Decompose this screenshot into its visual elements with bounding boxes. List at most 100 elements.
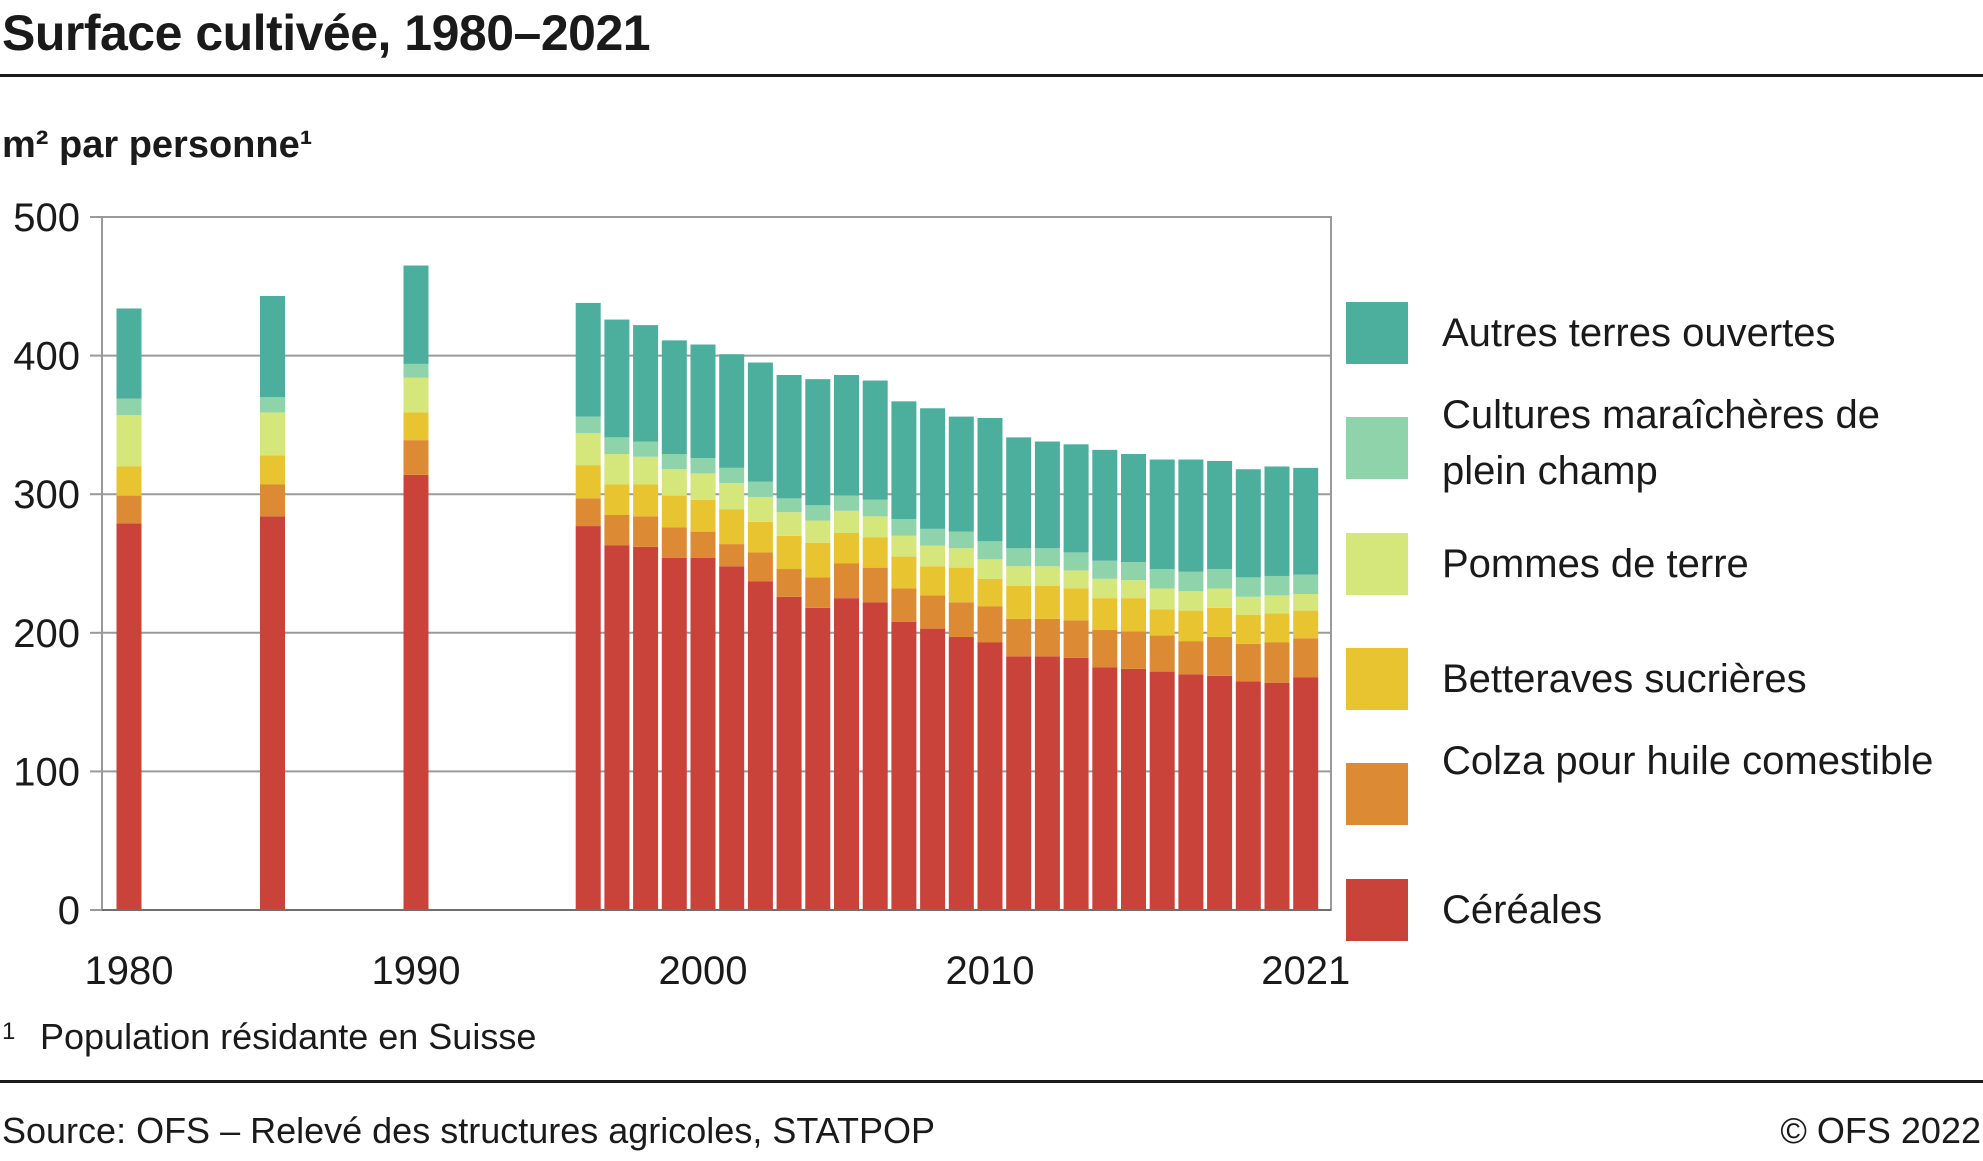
bar-segment-pommes-2015 [1121,580,1146,599]
bar-segment-cereales-1980 [116,523,142,910]
bar-segment-autres-1985 [260,296,285,398]
title-rule [0,74,1983,77]
legend-swatch-pommes [1346,533,1408,595]
legend-swatch-cereales [1346,879,1408,941]
bar-segment-betteraves-1998 [633,484,659,517]
legend-label-colza: Colza pour huile comestible [1442,739,1934,783]
bar-segment-cereales-1998 [633,546,659,910]
bar-segment-betteraves-2021 [1293,610,1319,639]
bar-segment-maraicheres-2019 [1235,577,1261,597]
bar-segment-pommes-2000 [690,473,716,500]
bar-segment-pommes-2017 [1178,591,1204,611]
bar-segment-maraicheres-1998 [633,441,659,457]
bar-segment-betteraves-2009 [948,567,974,603]
stacked-bar-chart: 0 100 200 300 400 500 1980 1990 2000 2010 2021 [13,196,1350,993]
bar-segment-pommes-1997 [604,454,630,485]
bar-segment-betteraves-2017 [1178,610,1204,642]
y-tick-label: 200 [13,612,80,656]
bar-segment-maraicheres-2017 [1178,571,1204,592]
legend-swatch-colza [1346,763,1408,825]
bar-segment-pommes-2003 [776,512,802,536]
footnote: 1 Population résidante en Suisse [2,1016,536,1058]
y-tick-label: 400 [13,335,80,379]
bar-segment-colza-1985 [260,484,285,517]
bar-segment-cereales-2005 [834,598,859,910]
bar-segment-pommes-2002 [747,496,773,522]
bar-segment-autres-1996 [575,302,601,417]
footer-rule [0,1080,1983,1083]
bar-segment-colza-2021 [1293,638,1319,678]
bar-segment-cereales-2002 [747,581,773,910]
bar-segment-cereales-2001 [719,566,745,910]
plot-frame [101,216,1332,911]
bar-segment-autres-2013 [1063,444,1089,553]
bar-segment-colza-2009 [948,602,974,637]
bar-segment-colza-2000 [690,531,716,558]
bar-segment-autres-2016 [1149,459,1175,570]
bar-segment-betteraves-1985 [260,455,285,485]
bar-segment-colza-1990 [403,440,429,475]
bar-segment-autres-2012 [1034,441,1060,549]
bar-segment-betteraves-2000 [690,499,716,532]
bar-segment-colza-2014 [1092,630,1118,668]
bar-segment-pommes-2008 [920,545,946,567]
bar-segment-pommes-2009 [948,548,974,568]
bar-segment-maraicheres-2004 [805,505,831,521]
legend-swatch-maraicheres [1346,417,1408,479]
bar-segment-betteraves-2007 [891,556,917,589]
bar-segment-colza-2001 [719,544,745,567]
bar-segment-cereales-2017 [1178,674,1204,910]
bar-segment-betteraves-1996 [575,465,601,499]
bar-segment-colza-2019 [1235,643,1261,682]
bar-segment-colza-2018 [1207,636,1233,676]
footnote-mark: 1 [2,1018,16,1045]
bar-segment-betteraves-2018 [1207,607,1233,637]
bar-segment-betteraves-2020 [1264,613,1290,643]
bar-segment-colza-2003 [776,569,802,597]
legend-label-cereales: Céréales [1442,888,1603,932]
bar-segment-maraicheres-2003 [776,498,802,513]
bar-segment-cereales-2019 [1235,681,1261,910]
x-tick-label: 2000 [659,949,748,993]
bar-segment-colza-2007 [891,588,917,622]
bar-segment-autres-2002 [747,362,773,482]
legend-swatch-autres [1346,302,1408,364]
bar-segment-betteraves-2013 [1063,588,1089,621]
bar-segment-betteraves-2006 [862,537,888,568]
y-tick-label: 500 [13,196,80,240]
bar-segment-cereales-2018 [1207,675,1233,910]
bar-segment-pommes-2011 [1006,566,1032,586]
bar-segment-pommes-2014 [1092,578,1118,599]
bar-segment-maraicheres-2020 [1264,575,1290,596]
bar-segment-cereales-2020 [1264,682,1290,910]
bar-segment-maraicheres-2012 [1034,548,1060,567]
bar-segment-betteraves-2002 [747,521,773,553]
bar-segment-pommes-1998 [633,456,659,485]
bar-segment-maraicheres-1985 [260,397,285,413]
bar-segment-maraicheres-2018 [1207,569,1233,589]
bar-segment-autres-2003 [776,375,802,499]
bar-segment-autres-1980 [116,308,142,399]
y-tick-label: 300 [13,473,80,517]
bar-segment-cereales-2011 [1006,656,1032,910]
x-tick-label: 1980 [85,949,174,993]
bar-segment-cereales-2010 [977,642,1003,910]
bar-segment-maraicheres-1997 [604,437,630,455]
bar-segment-pommes-2019 [1235,596,1261,615]
bar-segment-autres-2018 [1207,460,1233,570]
bar-segment-maraicheres-2002 [747,481,773,497]
bar-segment-betteraves-2016 [1149,609,1175,636]
bar-segment-autres-2004 [805,379,831,506]
bar-segment-pommes-2007 [891,535,917,557]
legend-label-autres: Autres terres ouvertes [1442,311,1836,355]
bar-segment-cereales-2000 [690,557,716,910]
bar-segment-cereales-2008 [920,628,946,910]
bar-segment-cereales-2014 [1092,667,1118,910]
y-axis-unit-label: m² par personne¹ [2,124,313,166]
bar-segment-betteraves-2003 [776,535,802,570]
bar-segment-maraicheres-2013 [1063,552,1089,571]
bar-segment-maraicheres-2008 [920,528,946,546]
bar-segment-cereales-2015 [1121,668,1146,910]
bar-segment-autres-2020 [1264,466,1290,576]
bar-segment-cereales-1999 [661,557,687,910]
